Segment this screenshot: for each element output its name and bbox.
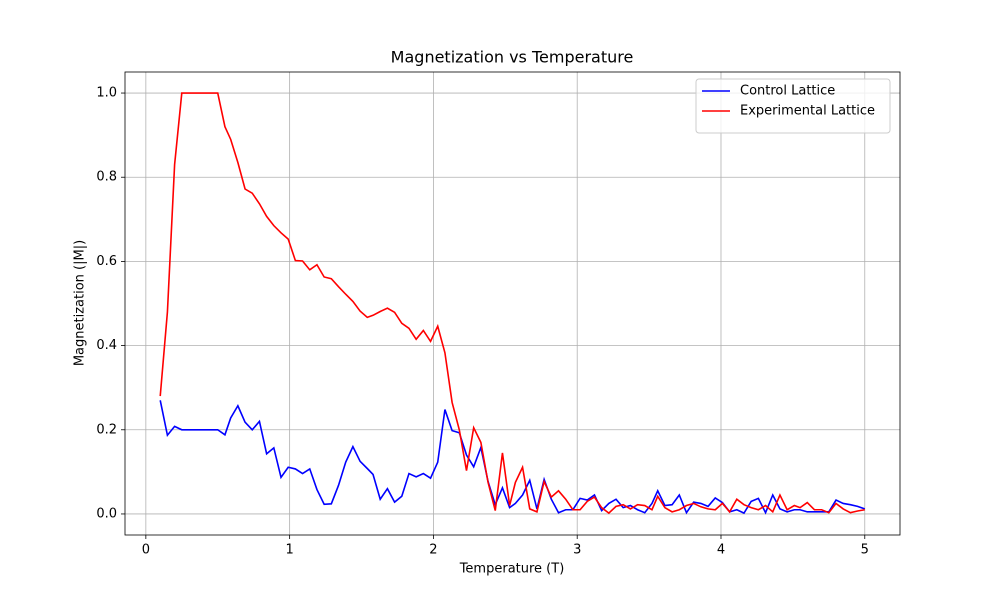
x-tick-label: 2 — [429, 543, 437, 558]
legend-box — [695, 78, 891, 134]
y-tick-label: 0.6 — [96, 254, 117, 269]
plot-frame — [124, 71, 901, 536]
x-tick-label: 3 — [573, 543, 581, 558]
y-tick-label: 0.8 — [96, 170, 117, 185]
y-axis-label: Magnetization (|M|) — [73, 240, 88, 366]
legend-label: Control Lattice — [740, 84, 835, 99]
x-tick-label: 0 — [142, 543, 150, 558]
data-line — [159, 400, 866, 515]
y-tick-label: 0.4 — [96, 338, 117, 353]
x-tick-label: 5 — [861, 543, 869, 558]
x-tick-label: 1 — [285, 543, 293, 558]
legend: Control Lattice Experimental Lattice — [695, 78, 891, 134]
chart-title: Magnetization vs Temperature — [391, 48, 634, 67]
y-tick-label: 1.0 — [96, 86, 117, 101]
x-axis-label: Temperature (T) — [459, 562, 565, 577]
y-tick-label: 0.2 — [96, 422, 117, 437]
y-tick-label: 0.0 — [96, 506, 117, 521]
x-tick-label: 4 — [717, 543, 725, 558]
data-line — [159, 92, 865, 515]
legend-label: Experimental Lattice — [740, 104, 875, 119]
